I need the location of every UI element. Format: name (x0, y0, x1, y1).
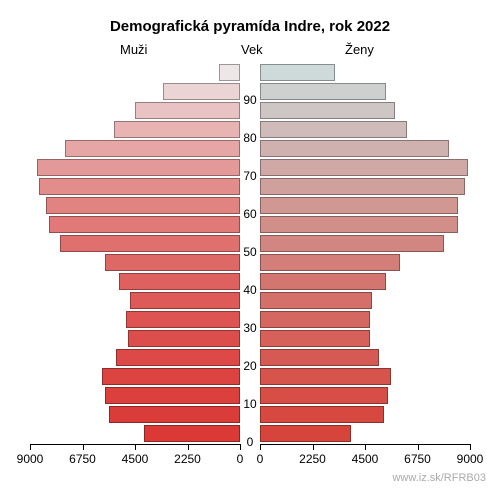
male-bar (102, 368, 240, 385)
male-bar (219, 64, 240, 81)
y-tick-label: 70 (240, 169, 260, 183)
y-tick-label: 0 (240, 435, 260, 449)
chart-title: Demografická pyramída Indre, rok 2022 (0, 18, 500, 35)
x-tick-label: 2250 (299, 452, 326, 466)
y-tick-label: 30 (240, 321, 260, 335)
female-bar (260, 330, 370, 347)
female-bar (260, 159, 468, 176)
female-bar (260, 235, 444, 252)
male-bar (126, 311, 240, 328)
x-tick (365, 444, 366, 450)
x-tick-label: 9000 (457, 452, 484, 466)
label-male: Muži (120, 42, 147, 57)
male-bar (60, 235, 240, 252)
female-bar (260, 368, 391, 385)
x-tick-label: 2250 (174, 452, 201, 466)
male-bar (65, 140, 240, 157)
female-bar (260, 102, 395, 119)
x-tick-label: 0 (237, 452, 244, 466)
y-tick-label: 50 (240, 245, 260, 259)
x-tick (418, 444, 419, 450)
male-bar (128, 330, 240, 347)
male-bar (39, 178, 240, 195)
male-bar (163, 83, 240, 100)
female-bar (260, 273, 386, 290)
y-tick-label: 10 (240, 397, 260, 411)
y-tick-label: 60 (240, 207, 260, 221)
y-tick-label: 80 (240, 131, 260, 145)
y-tick-label: 40 (240, 283, 260, 297)
x-tick (313, 444, 314, 450)
label-age: Vek (241, 42, 263, 57)
female-bar (260, 425, 351, 442)
pyramid-chart: Demografická pyramída Indre, rok 2022 Mu… (0, 0, 500, 500)
x-tick-label: 4500 (352, 452, 379, 466)
x-tick (135, 444, 136, 450)
male-bar (114, 121, 240, 138)
female-bar (260, 83, 386, 100)
x-tick-label: 6750 (69, 452, 96, 466)
x-tick (260, 444, 261, 450)
female-side (259, 62, 470, 444)
x-tick-label: 9000 (17, 452, 44, 466)
x-tick (188, 444, 189, 450)
x-tick (470, 444, 471, 450)
label-female: Ženy (345, 42, 374, 57)
male-bar (109, 406, 240, 423)
male-bar (46, 197, 240, 214)
male-bar (49, 216, 240, 233)
female-bar (260, 197, 458, 214)
x-tick-label: 0 (257, 452, 264, 466)
male-bar (105, 387, 240, 404)
female-bar (260, 349, 379, 366)
male-bar (135, 102, 240, 119)
x-tick (30, 444, 31, 450)
male-bar (37, 159, 240, 176)
female-bar (260, 140, 449, 157)
male-bar (119, 273, 240, 290)
female-bar (260, 311, 370, 328)
female-bar (260, 254, 400, 271)
watermark: www.iz.sk/RFRB03 (392, 472, 486, 484)
female-bar (260, 121, 407, 138)
male-bar (116, 349, 240, 366)
male-bar (144, 425, 240, 442)
x-tick (240, 444, 241, 450)
female-bar (260, 387, 388, 404)
male-bar (105, 254, 240, 271)
x-tick (83, 444, 84, 450)
male-bar (130, 292, 240, 309)
plot-area: 0102030405060708090 (30, 62, 470, 444)
female-bar (260, 292, 372, 309)
x-tick-label: 6750 (404, 452, 431, 466)
female-bar (260, 406, 384, 423)
x-tick-label: 4500 (122, 452, 149, 466)
male-side (30, 62, 241, 444)
y-tick-label: 20 (240, 359, 260, 373)
y-tick-label: 90 (240, 93, 260, 107)
female-bar (260, 64, 335, 81)
female-bar (260, 178, 465, 195)
female-bar (260, 216, 458, 233)
